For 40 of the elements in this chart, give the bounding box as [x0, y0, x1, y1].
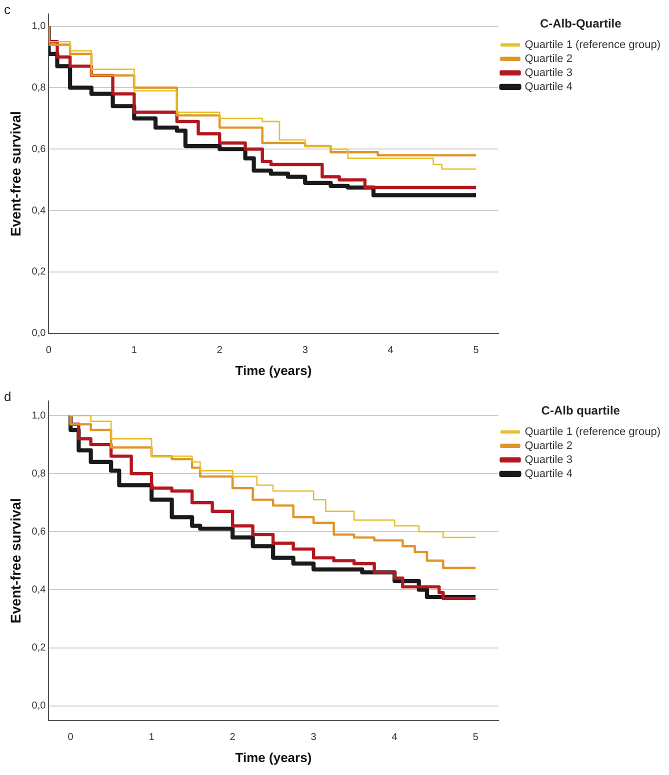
y-tick-label: 0,2 [32, 642, 46, 654]
x-tick-label: 2 [216, 345, 223, 356]
legend-label: Quartile 1 (reference group) [524, 38, 660, 51]
text: d [4, 389, 12, 404]
legend-label: Quartile 3 [524, 454, 572, 466]
y-tick-label: 1,0 [32, 410, 46, 422]
x-tick-label: 3 [302, 345, 308, 356]
y-axis-title: Event-free survival [7, 111, 24, 236]
y-tick-label: 0,0 [32, 328, 46, 340]
legend-title: C-Alb-Quartile [540, 16, 622, 30]
y-tick-label: 0,6 [32, 144, 46, 155]
legend-label: Quartile 4 [524, 80, 572, 93]
legend-label: Quartile 2 [524, 52, 572, 65]
y-tick-label: 0,8 [32, 468, 46, 480]
x-axis-title: Time (years) [235, 750, 312, 765]
x-tick-label: 5 [473, 345, 480, 356]
x-tick-label: 0 [68, 732, 74, 744]
x-axis-title: Time (years) [235, 362, 312, 378]
legend-label: Quartile 3 [524, 66, 572, 79]
legend-label: Quartile 4 [524, 468, 572, 480]
x-tick-label: 5 [472, 732, 479, 744]
y-tick-label: 0,2 [32, 266, 46, 278]
legend-title: C-Alb quartile [541, 403, 620, 418]
legend-label: Quartile 2 [524, 440, 572, 452]
y-tick-label: 0,0 [32, 700, 46, 712]
x-tick-label: 3 [310, 732, 317, 744]
text: c [4, 2, 11, 18]
x-tick-label: 4 [388, 345, 394, 356]
y-tick-label: 0,8 [32, 82, 46, 94]
y-tick-label: 0,6 [32, 526, 46, 538]
x-tick-label: 2 [230, 732, 236, 744]
y-axis-title: Event-free survival [7, 498, 24, 624]
x-tick-label: 4 [392, 732, 398, 744]
x-tick-label: 1 [131, 345, 138, 356]
x-tick-label: 1 [148, 732, 155, 744]
y-tick-label: 0,4 [32, 584, 46, 596]
y-tick-label: 1,0 [32, 21, 46, 32]
legend-label: Quartile 1 (reference group) [524, 426, 660, 438]
x-tick-label: 0 [46, 345, 52, 356]
y-tick-label: 0,4 [32, 205, 46, 216]
